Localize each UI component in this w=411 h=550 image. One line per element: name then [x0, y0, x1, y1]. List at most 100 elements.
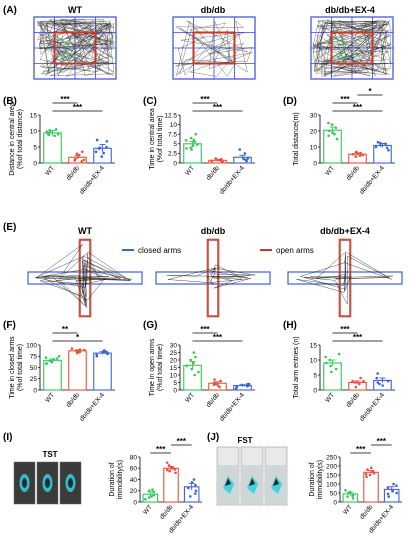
- y-tick-label: 100: [326, 481, 337, 488]
- y-tick-label: 0: [333, 499, 337, 506]
- x-tick-label: WT: [44, 165, 56, 177]
- mouse-body: [223, 476, 234, 494]
- data-point: [152, 490, 156, 494]
- data-point: [334, 367, 338, 371]
- data-point: [189, 146, 192, 149]
- data-point: [54, 128, 58, 131]
- data-point: [353, 381, 357, 384]
- data-point: [238, 148, 242, 151]
- data-point: [328, 358, 332, 362]
- mouse-body: [247, 476, 258, 494]
- chart-j: 0 50 100 150 200 250 Duration of immobility(s) W…: [309, 437, 402, 535]
- fst-photo-1: [216, 446, 240, 506]
- data-point: [194, 132, 198, 136]
- mouse-center: [68, 478, 73, 488]
- plus-maze-3: [287, 238, 403, 318]
- bar: [323, 129, 342, 164]
- plus-maze-2: [155, 238, 271, 318]
- fst-label: FST: [237, 436, 252, 445]
- data-point: [194, 489, 198, 493]
- y-tick-label: 7.5: [168, 132, 177, 139]
- y-tick-label: 100: [26, 342, 37, 349]
- trajectory-highlight: [330, 34, 359, 60]
- open-field-arena-3: [310, 16, 394, 80]
- panel-a-label: (A): [3, 5, 17, 16]
- data-point: [242, 157, 246, 161]
- x-tick-label: WT: [184, 392, 196, 404]
- data-point: [190, 367, 194, 371]
- data-point: [219, 379, 222, 383]
- panel-e-title-wt: WT: [78, 226, 92, 236]
- x-tick-label: db/db: [359, 504, 375, 521]
- data-point: [362, 379, 365, 383]
- data-point: [351, 493, 355, 497]
- data-point: [50, 360, 54, 364]
- tst-photo-3: [59, 461, 82, 505]
- data-point: [44, 356, 48, 359]
- x-tick-label: WT: [324, 165, 336, 177]
- trajectory-highlight: [53, 34, 82, 60]
- x-tick-label: db/db+EX-4: [358, 391, 386, 422]
- y-tick-label: 250: [326, 454, 337, 461]
- maze-trajectory: [35, 244, 132, 308]
- mouse-center: [22, 478, 27, 488]
- data-point: [386, 379, 390, 383]
- y-tick-label: 40: [130, 477, 138, 484]
- tst-photo-1: [13, 461, 36, 505]
- y-tick-label: 30: [310, 112, 318, 119]
- panel-i-label: (I): [3, 432, 12, 443]
- x-tick-label: db/db: [205, 392, 221, 409]
- significance-label: ***: [200, 95, 210, 104]
- panel-a-title-ex4: db/db+EX-4: [325, 5, 375, 15]
- chart-f: (F) 0 25 50 75 100 Time in closed arms (%of tot…: [3, 320, 115, 423]
- significance-label: ***: [200, 325, 210, 334]
- data-point: [46, 132, 50, 136]
- fst-photo-2: [240, 446, 264, 506]
- y-tick-label: 10: [170, 122, 178, 129]
- data-point: [384, 142, 387, 146]
- data-point: [144, 497, 147, 501]
- data-point: [374, 145, 378, 149]
- data-point: [216, 384, 220, 387]
- y-axis-label: (%of total time): [17, 344, 24, 391]
- tst-photo-2: [36, 461, 59, 505]
- y-tick-label: 25: [170, 350, 178, 357]
- data-point: [246, 383, 249, 386]
- data-point: [102, 151, 105, 155]
- data-point: [197, 370, 200, 374]
- data-point: [244, 158, 248, 162]
- open-arm-outline: [338, 238, 352, 318]
- data-point: [73, 159, 76, 162]
- mouse-center: [249, 478, 255, 486]
- y-tick-label: 200: [326, 463, 337, 470]
- y-tick-label: 0: [33, 160, 37, 167]
- chart-c: (C) 0 2.5 5 7.5 10 12.5 Time in central area (%o…: [143, 95, 255, 196]
- significance-label: ***: [353, 103, 363, 112]
- mouse-center: [225, 478, 231, 486]
- open-field-arena-2: [172, 16, 256, 80]
- chart-b: (B) 0 5 10 15 Distance in central area (%of to…: [3, 95, 115, 196]
- data-point: [365, 475, 368, 479]
- y-tick-label: 2.5: [168, 151, 177, 158]
- data-point: [334, 126, 338, 130]
- data-point: [193, 373, 196, 377]
- y-axis-label: immobility(s): [317, 460, 324, 499]
- y-tick-label: 5: [173, 380, 177, 387]
- x-tick-label: db/db+EX-4: [78, 391, 106, 422]
- x-tick-label: db/db: [65, 392, 81, 409]
- data-point: [378, 382, 381, 386]
- data-point: [57, 354, 61, 358]
- data-point: [193, 140, 196, 144]
- data-point: [185, 364, 188, 368]
- data-point: [324, 355, 327, 359]
- data-point: [100, 155, 104, 158]
- panel-label: (H): [283, 320, 297, 331]
- data-point: [392, 482, 395, 486]
- data-point: [195, 143, 199, 146]
- panel-j-label: (J): [207, 432, 219, 443]
- panel-a-title-dbdb: db/db: [201, 5, 226, 15]
- y-axis-label: (%of total time): [157, 344, 164, 391]
- panel-i-photos: (I) TST: [3, 432, 82, 505]
- data-point: [219, 159, 223, 162]
- legend-closed-arms-label: closed arms: [138, 246, 181, 255]
